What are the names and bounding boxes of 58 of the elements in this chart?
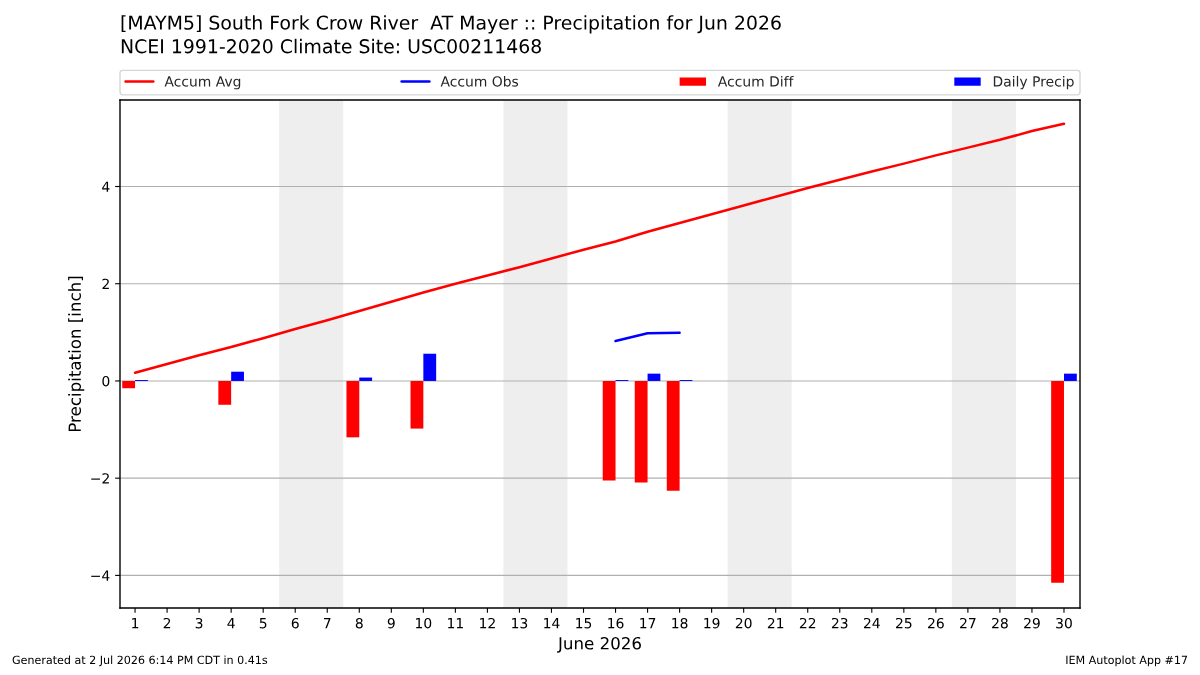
legend-label: Accum Obs <box>440 75 519 87</box>
bar <box>410 380 424 429</box>
x-tick-label: 5 <box>259 618 267 629</box>
x-tick-label: 23 <box>831 617 848 629</box>
y-tick-label: 2 <box>102 278 109 289</box>
bar <box>423 353 437 381</box>
text: Generated at 2 Jul 2026 6:14 PM CDT in 0.41s <box>12 655 268 667</box>
line-series <box>133 122 1066 374</box>
y-tick-label: 0 <box>102 375 110 387</box>
x-tick-label: 14 <box>544 618 560 629</box>
x-tick-label: 7 <box>323 618 331 629</box>
text: IEM Autoplot App #17 <box>1066 655 1188 667</box>
y-axis-title: Precipitation [inch] <box>68 276 85 432</box>
x-tick-label: 20 <box>735 617 752 629</box>
x-tick-label: 8 <box>355 617 363 629</box>
legend-label: Accum Diff <box>717 75 794 87</box>
x-tick-label: 28 <box>992 617 1008 629</box>
x-tick-label: 24 <box>863 617 880 629</box>
bar <box>666 380 680 491</box>
x-tick-label: 16 <box>608 617 624 629</box>
x-tick-label: 2 <box>163 617 171 629</box>
x-tick-label: 9 <box>387 617 395 629</box>
chart-title: [MAYM5] South Fork Crow River AT Mayer :: Precipitation for Jun 2026 <box>121 15 781 34</box>
x-tick-label: 21 <box>767 617 784 629</box>
x-axis-title: June 2026 <box>557 636 641 653</box>
x-tick-label: 17 <box>640 618 656 629</box>
x-tick-label: 22 <box>799 617 816 629</box>
x-tick-label: 12 <box>480 617 495 629</box>
chart-subtitle: NCEI 1991-2020 Climate Site: USC00211468 <box>121 38 541 54</box>
bar <box>122 380 136 389</box>
x-tick-label: 11 <box>448 618 463 629</box>
bar <box>346 380 360 438</box>
x-tick-label: 29 <box>1024 617 1040 629</box>
y-tick-label: 4 <box>102 181 110 192</box>
x-tick-label: 18 <box>672 617 688 629</box>
x-tick-label: 3 <box>195 617 203 629</box>
x-tick-label: 30 <box>1056 617 1072 629</box>
x-tick-label: 25 <box>896 617 912 629</box>
x-tick-label: 15 <box>576 618 592 629</box>
x-tick-label: 10 <box>416 617 432 629</box>
x-tick-label: 19 <box>704 617 720 629</box>
legend-label: Daily Precip <box>993 75 1074 90</box>
bar <box>1051 380 1064 583</box>
x-tick-label: 13 <box>512 617 528 629</box>
bar <box>1063 373 1077 381</box>
bar <box>647 373 661 381</box>
x-tick-label: 26 <box>928 617 944 629</box>
legend-label: Accum Avg <box>164 76 241 90</box>
x-tick-label: 6 <box>291 617 299 629</box>
bar <box>634 380 648 483</box>
bar <box>231 371 244 381</box>
bar <box>218 380 232 405</box>
bar <box>602 380 616 481</box>
x-tick-label: 1 <box>132 618 139 629</box>
y-tick-label: −2 <box>91 473 109 484</box>
y-tick-label: −4 <box>91 570 110 581</box>
x-tick-label: 4 <box>227 618 235 629</box>
x-tick-label: 27 <box>960 617 976 629</box>
